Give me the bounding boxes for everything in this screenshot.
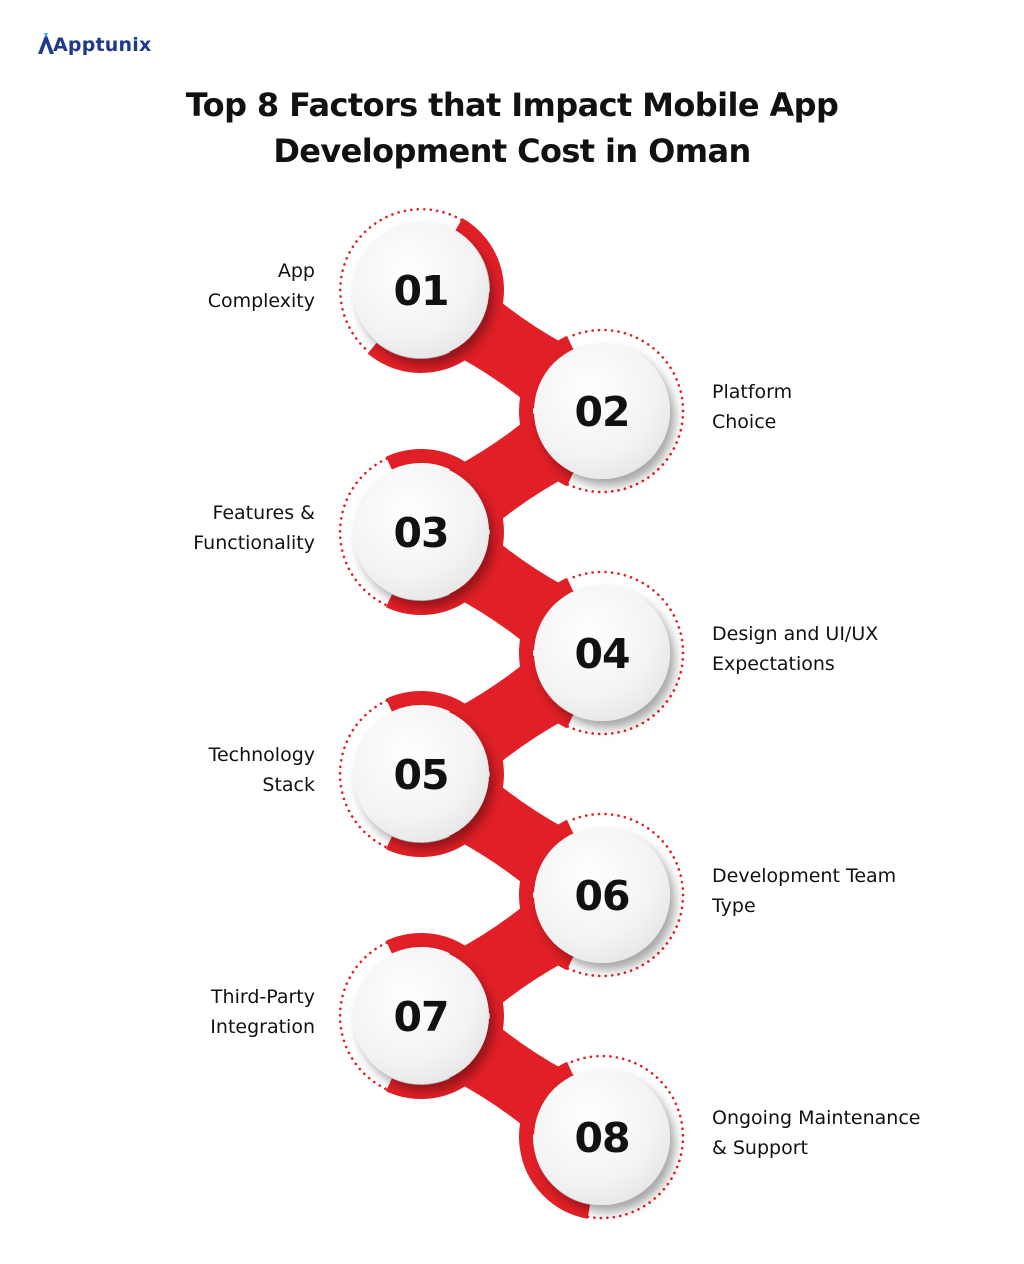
node-circle bbox=[534, 343, 670, 479]
node-number: 02 bbox=[574, 388, 629, 436]
node-circle bbox=[353, 464, 489, 600]
ring-dotted-arc bbox=[338, 457, 389, 607]
node-number: 03 bbox=[393, 509, 448, 557]
node-circle bbox=[534, 827, 670, 963]
factor-node-01: 01 bbox=[339, 207, 504, 373]
ring-solid-arc bbox=[518, 819, 574, 971]
factor-label-line-2: Complexity bbox=[207, 290, 315, 312]
factor-node-03: 03 bbox=[338, 449, 504, 615]
ring-solid-arc bbox=[367, 218, 504, 373]
page-title: Top 8 Factors that Impact Mobile App Dev… bbox=[0, 82, 1024, 174]
factor-node-02: 02 bbox=[518, 328, 685, 494]
ring-dotted-arc bbox=[338, 699, 389, 849]
factor-label-02: Platform Choice bbox=[712, 377, 972, 437]
factor-label-05: Technology Stack bbox=[55, 740, 315, 800]
factor-label-line-2: Expectations bbox=[712, 653, 835, 675]
ring-solid-arc bbox=[519, 1061, 591, 1219]
factor-label-line-1: App bbox=[277, 260, 315, 282]
ring-solid-arc bbox=[518, 335, 574, 487]
factor-node-08: 08 bbox=[519, 1054, 685, 1220]
factor-label-line-2: Type bbox=[712, 895, 756, 917]
factor-label-04: Design and UI/UX Expectations bbox=[712, 619, 972, 679]
ring-dotted-arc bbox=[566, 328, 685, 494]
node-number: 07 bbox=[393, 993, 448, 1041]
ring-dotted-arc bbox=[566, 570, 685, 736]
factor-label-line-1: Features & bbox=[212, 502, 315, 524]
node-circle bbox=[353, 706, 489, 842]
factor-label-line-1: Design and UI/UX bbox=[712, 623, 879, 645]
node-number: 05 bbox=[393, 751, 448, 799]
ring-dotted-arc bbox=[338, 941, 389, 1091]
page-title-line-1: Top 8 Factors that Impact Mobile App bbox=[185, 86, 839, 124]
factor-label-line-2: Choice bbox=[712, 411, 777, 433]
factor-label-line-2: & Support bbox=[712, 1137, 808, 1159]
factor-label-line-1: Development Team bbox=[712, 865, 897, 887]
factor-node-07: 07 bbox=[338, 933, 504, 1099]
factor-label-line-1: Ongoing Maintenance bbox=[712, 1107, 921, 1129]
logo-a-icon bbox=[38, 33, 54, 54]
ring-dotted-arc bbox=[566, 812, 685, 978]
factor-label-line-2: Integration bbox=[210, 1016, 315, 1038]
node-circle bbox=[353, 222, 489, 358]
factor-label-line-2: Stack bbox=[262, 774, 315, 796]
node-circle bbox=[534, 1069, 670, 1205]
node-number: 08 bbox=[574, 1114, 629, 1162]
node-number: 04 bbox=[574, 630, 629, 678]
factor-label-line-1: Platform bbox=[712, 381, 793, 403]
factor-label-03: Features & Functionality bbox=[55, 498, 315, 558]
factor-node-06: 06 bbox=[518, 812, 685, 978]
node-circle bbox=[353, 948, 489, 1084]
brand-logo: Apptunix bbox=[36, 30, 151, 56]
ring-solid-arc bbox=[385, 449, 504, 615]
node-layer: 01 02 03 04 05 06 07 08 bbox=[338, 207, 685, 1220]
ring-solid-arc bbox=[518, 577, 574, 729]
brand-name: Apptunix bbox=[53, 34, 152, 56]
node-circle bbox=[534, 585, 670, 721]
node-number: 01 bbox=[393, 267, 448, 315]
page-title-line-2: Development Cost in Oman bbox=[273, 132, 751, 170]
factor-label-07: Third-Party Integration bbox=[55, 982, 315, 1042]
factor-label-06: Development Team Type bbox=[712, 861, 972, 921]
ring-solid-arc bbox=[385, 933, 504, 1099]
factor-node-04: 04 bbox=[518, 570, 685, 736]
factor-label-01: App Complexity bbox=[55, 256, 315, 316]
ring-dotted-arc bbox=[566, 1054, 685, 1220]
ring-solid-arc bbox=[385, 691, 504, 857]
node-number: 06 bbox=[574, 872, 629, 920]
factor-label-line-1: Third-Party bbox=[210, 986, 315, 1008]
factor-label-line-2: Functionality bbox=[193, 532, 315, 554]
factor-label-line-1: Technology bbox=[208, 744, 315, 766]
factor-node-05: 05 bbox=[338, 691, 504, 857]
factor-label-08: Ongoing Maintenance & Support bbox=[712, 1103, 972, 1163]
